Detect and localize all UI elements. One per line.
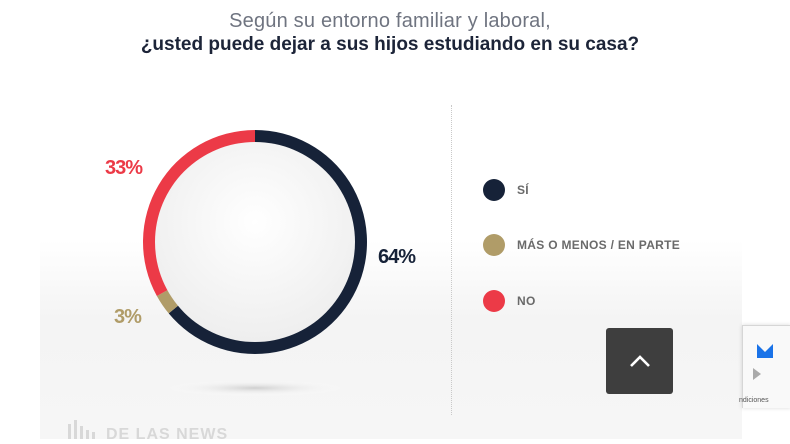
donut-shadow xyxy=(165,380,345,396)
chart-divider xyxy=(451,105,452,415)
recaptcha-icon xyxy=(753,344,773,380)
donut-hole xyxy=(155,142,355,342)
footer-logo-icon xyxy=(68,420,95,439)
legend-label-no: NO xyxy=(517,294,536,308)
slice-label-no: 33% xyxy=(105,157,143,179)
slice-label-mas-o-menos: 3% xyxy=(114,306,142,328)
legend-label-mas-o-menos: MÁS O MENOS / EN PARTE xyxy=(517,238,681,252)
slice-label-si: 64% xyxy=(378,246,416,268)
chevron-up-icon xyxy=(629,355,650,367)
legend-dot-mas-o-menos xyxy=(483,234,505,256)
legend-dot-no xyxy=(483,290,505,312)
donut-slice-no xyxy=(142,130,255,296)
donut-slice-mas-o-menos xyxy=(156,289,180,314)
scroll-to-top-button[interactable] xyxy=(606,328,673,394)
legend-item-no: NO xyxy=(483,290,536,312)
legend-label-si: SÍ xyxy=(517,183,529,197)
recaptcha-badge[interactable]: ndiciones xyxy=(739,325,790,408)
chart-title-block: Según su entorno familiar y laboral, ¿us… xyxy=(0,10,780,56)
recaptcha-terms-text[interactable]: ndiciones xyxy=(739,397,769,404)
chart-title: ¿usted puede dejar a sus hijos estudiand… xyxy=(140,34,640,55)
donut-chart xyxy=(142,130,368,396)
chart-subtitle: Según su entorno familiar y laboral, xyxy=(229,10,551,32)
footer-logo-text: DE LAS NEWS xyxy=(106,426,229,443)
donut-slice-si xyxy=(168,130,368,354)
legend-item-si: SÍ xyxy=(483,179,529,201)
legend-item-mas-o-menos: MÁS O MENOS / EN PARTE xyxy=(483,234,680,256)
legend-dot-si xyxy=(483,179,505,201)
